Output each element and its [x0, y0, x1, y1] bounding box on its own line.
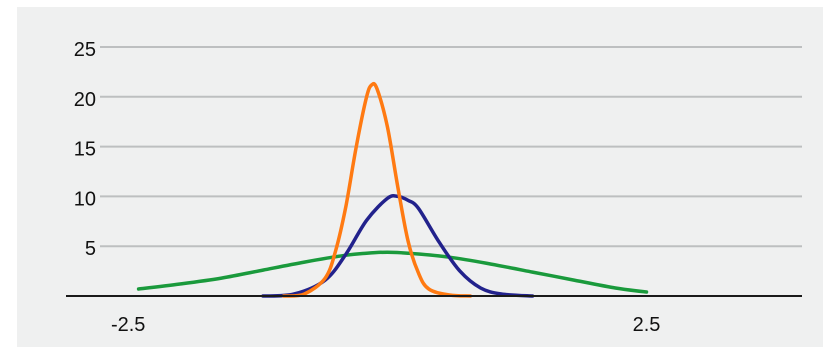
- y-tick-label-15: 15: [74, 139, 96, 161]
- series-line-orange: [281, 81, 473, 298]
- y-tick-label-10: 10: [74, 188, 96, 210]
- x-tick-label-2.5: 2.5: [633, 314, 661, 336]
- series-lines: [136, 81, 649, 298]
- y-tick-label-25: 25: [74, 39, 96, 61]
- y-tick-label-20: 20: [74, 89, 96, 111]
- x-axis-tick-labels: -2.5 2.5: [111, 314, 660, 336]
- x-tick-label--2.5: -2.5: [111, 314, 145, 336]
- series-line-green: [136, 250, 649, 294]
- chart-panel: [17, 7, 823, 347]
- gridlines: [100, 46, 802, 248]
- y-tick-label-5: 5: [85, 238, 96, 260]
- series-line-navy: [261, 194, 535, 298]
- y-axis-tick-labels: 5 10 15 20 25: [74, 39, 96, 260]
